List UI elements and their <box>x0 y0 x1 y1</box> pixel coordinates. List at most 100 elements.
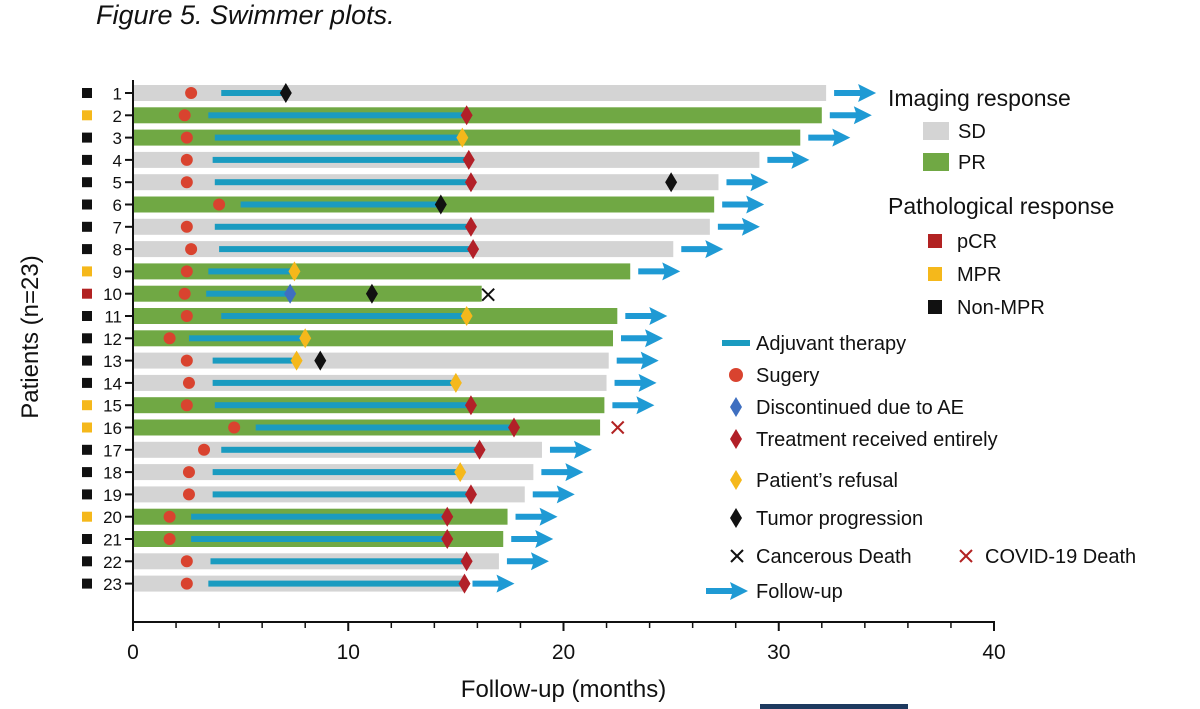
pathology-square-8 <box>82 244 92 255</box>
bar-1 <box>133 85 827 101</box>
adjuvant-line-11 <box>221 313 467 319</box>
followup-arrow-17 <box>549 440 592 459</box>
pathology-square-23 <box>82 578 92 589</box>
surgery-dot-13 <box>180 354 193 367</box>
followup-arrow-21 <box>511 530 554 548</box>
patient-label-2: 2 <box>113 107 122 126</box>
markers-layer <box>163 83 877 594</box>
x-axis-label: Follow-up (months) <box>461 676 666 703</box>
surgery-dot-5 <box>180 176 193 189</box>
patient-label-4: 4 <box>113 151 122 170</box>
x-tick-label-40: 40 <box>982 641 1005 664</box>
adjuvant-line-17 <box>221 446 480 453</box>
patient-label-8: 8 <box>113 241 122 260</box>
surgery-dot-7 <box>180 220 193 233</box>
patient-label-3: 3 <box>113 129 122 148</box>
followup-arrow-20 <box>515 507 558 526</box>
followup-arrow-18 <box>541 463 584 482</box>
legend-refusal-diamond <box>730 470 742 490</box>
surgery-dot-14 <box>182 376 195 389</box>
legend-swatch-mpr <box>928 267 942 281</box>
patient-label-15: 15 <box>103 397 122 416</box>
x-tick-label-10: 10 <box>337 641 360 664</box>
pathology-square-20 <box>82 511 92 522</box>
legend-swatch-sd <box>923 122 949 140</box>
legend-treatment_received-diamond <box>730 429 742 449</box>
surgery-dot-9 <box>180 265 193 278</box>
axis-layer: 0 10 20 30 40 Follow-up (months) Patients (n=2… <box>17 80 1006 703</box>
progression-marker-1 <box>279 83 292 103</box>
patient-label-6: 6 <box>113 196 122 215</box>
legend-swatch-pcr <box>928 234 942 248</box>
refusal-marker-11 <box>460 306 473 326</box>
adjuvant-line-8 <box>219 246 474 253</box>
legend-label-progression: Tumor progression <box>756 508 923 530</box>
progression-marker-13 <box>314 350 327 371</box>
patient-label-9: 9 <box>113 263 122 282</box>
adjuvant-line-16 <box>255 424 514 431</box>
adjuvant-line-23 <box>208 580 465 587</box>
pathology-square-6 <box>82 199 92 210</box>
legend-label-refusal: Patient’s refusal <box>756 470 898 492</box>
followup-arrow-13 <box>616 351 659 370</box>
legend-swatch-pr <box>923 153 949 171</box>
surgery-dot-20 <box>163 510 176 523</box>
figure-caption: Figure 5. Swimmer plots. <box>96 0 395 30</box>
legend-progression-diamond <box>730 508 742 528</box>
pathology-square-12 <box>82 333 92 344</box>
adjuvant-line-21 <box>191 536 448 542</box>
legend-adjuvant-line <box>722 340 750 346</box>
legend-label-sd: SD <box>958 121 986 143</box>
refusal-marker-3 <box>456 127 469 148</box>
pathology-square-11 <box>82 311 92 321</box>
bottom-decoration <box>760 704 908 709</box>
cancerous-death-marker-10 <box>481 287 495 302</box>
legend-label-pcr: pCR <box>957 231 997 253</box>
bar-10 <box>133 285 482 302</box>
followup-arrow-12 <box>621 329 664 348</box>
legend-covid-death-mark-stroke-b <box>959 549 973 563</box>
treatment_received-marker-15 <box>464 395 477 416</box>
patient-label-20: 20 <box>103 508 122 527</box>
followup-arrow-7 <box>717 217 760 236</box>
surgery-dot-18 <box>182 466 195 479</box>
bar-12 <box>133 330 614 347</box>
y-axis-label: Patients (n=23) <box>17 255 44 418</box>
treatment_received-marker-19 <box>464 484 477 505</box>
surgery-dot-11 <box>180 310 193 322</box>
patient-label-17: 17 <box>103 441 122 460</box>
surgery-dot-12 <box>163 332 176 345</box>
legend-label-surgery: Sugery <box>756 365 819 387</box>
adjuvant-line-5 <box>214 179 471 186</box>
adjuvant-line-6 <box>240 201 441 208</box>
patient-label-18: 18 <box>103 464 122 483</box>
followup-arrow-14 <box>614 373 657 392</box>
treatment_received-marker-22 <box>460 551 473 572</box>
pathology-square-1 <box>82 88 92 98</box>
legend-swatch-non-mpr <box>928 300 942 314</box>
progression-marker-6 <box>434 194 447 215</box>
patient-label-23: 23 <box>103 575 122 594</box>
treatment_received-marker-16 <box>507 417 520 438</box>
legend-pathological-title: Pathological response <box>888 193 1114 219</box>
followup-arrow-8 <box>681 240 724 259</box>
adjuvant-line-19 <box>212 491 471 498</box>
patient-label-21: 21 <box>103 531 122 550</box>
adjuvant-line-12 <box>188 335 306 342</box>
followup-arrow-23 <box>472 574 515 593</box>
pathology-square-3 <box>82 132 92 143</box>
patient-label-22: 22 <box>103 553 122 572</box>
adjuvant-line-3 <box>214 134 463 141</box>
adjuvant-line-7 <box>214 223 471 230</box>
adjuvant-line-9 <box>208 268 295 275</box>
x-tick-label-20: 20 <box>552 641 575 664</box>
surgery-dot-21 <box>163 533 176 545</box>
patient-label-19: 19 <box>103 486 122 505</box>
legend-label-mpr: MPR <box>957 264 1001 286</box>
adjuvant-line-15 <box>214 402 471 409</box>
legend-cancerous-death-mark <box>730 549 744 563</box>
pathology-square-9 <box>82 266 92 277</box>
surgery-dot-2 <box>178 109 191 122</box>
legend-discontinued_ae-diamond <box>730 397 742 417</box>
